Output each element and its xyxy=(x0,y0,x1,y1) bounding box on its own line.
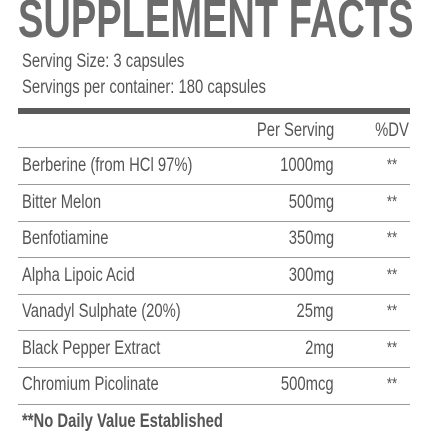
column-header: Per Serving xyxy=(256,120,334,141)
rule xyxy=(18,147,410,148)
rule xyxy=(18,184,410,185)
rule xyxy=(18,403,410,405)
daily-value: ** xyxy=(386,374,398,393)
servings-per-container: Servings per container: 180 capsules xyxy=(22,77,266,98)
ingredient-name: Alpha Lipoic Acid xyxy=(22,264,135,286)
ingredient-name: Berberine (from HCl 97%) xyxy=(22,155,193,176)
thick-bar xyxy=(18,108,410,114)
rule xyxy=(18,366,410,368)
ingredient-name: Vanadyl Sulphate (20%) xyxy=(22,301,181,322)
amount: 25mg xyxy=(296,301,334,322)
rule xyxy=(18,330,410,331)
amount: 500mg xyxy=(288,191,334,213)
ingredient-name: Chromium Picolinate xyxy=(22,374,159,395)
ingredient-name: Benfotiamine xyxy=(22,228,109,249)
rule xyxy=(18,257,410,258)
amount: 2mg xyxy=(305,337,334,359)
daily-value: ** xyxy=(386,191,398,211)
serving-size: Serving Size: 3 capsules xyxy=(22,51,185,72)
daily-value: ** xyxy=(386,155,398,174)
title: SUPPLEMENT FACTS xyxy=(18,0,414,49)
rule xyxy=(18,293,410,295)
daily-value: ** xyxy=(386,228,398,247)
amount: 500mcg xyxy=(281,374,334,395)
daily-value: ** xyxy=(386,301,398,320)
rule xyxy=(18,220,410,222)
ingredient-name: Black Pepper Extract xyxy=(22,337,161,359)
amount: 1000mg xyxy=(280,155,334,176)
amount: 300mg xyxy=(288,264,334,286)
daily-value: ** xyxy=(386,264,398,284)
daily-value: ** xyxy=(386,337,398,357)
footnote: **No Daily Value Established xyxy=(22,411,223,432)
ingredient-name: Bitter Melon xyxy=(22,191,102,213)
column-header: %DV xyxy=(375,120,409,141)
amount: 350mg xyxy=(288,228,334,249)
